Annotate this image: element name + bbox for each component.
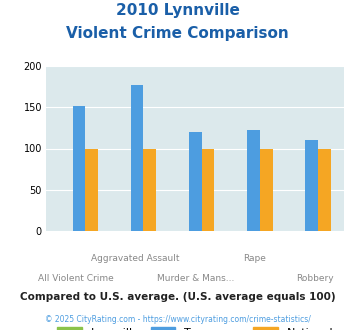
Text: All Violent Crime: All Violent Crime <box>38 274 114 283</box>
Bar <box>85 148 98 231</box>
Text: Aggravated Assault: Aggravated Assault <box>91 254 180 263</box>
Text: Violent Crime Comparison: Violent Crime Comparison <box>66 26 289 41</box>
Bar <box>305 140 318 231</box>
Bar <box>318 148 331 231</box>
Bar <box>247 129 260 231</box>
Text: Rape: Rape <box>244 254 266 263</box>
Legend: Lynnville, Tennessee, National: Lynnville, Tennessee, National <box>53 322 338 330</box>
Bar <box>260 148 273 231</box>
Bar <box>202 148 214 231</box>
Text: 2010 Lynnville: 2010 Lynnville <box>116 3 239 18</box>
Bar <box>72 106 85 231</box>
Text: Compared to U.S. average. (U.S. average equals 100): Compared to U.S. average. (U.S. average … <box>20 292 335 302</box>
Bar <box>189 132 202 231</box>
Text: © 2025 CityRating.com - https://www.cityrating.com/crime-statistics/: © 2025 CityRating.com - https://www.city… <box>45 315 310 324</box>
Bar <box>131 85 143 231</box>
Text: Robbery: Robbery <box>296 274 333 283</box>
Bar <box>143 148 156 231</box>
Text: Murder & Mans...: Murder & Mans... <box>157 274 234 283</box>
